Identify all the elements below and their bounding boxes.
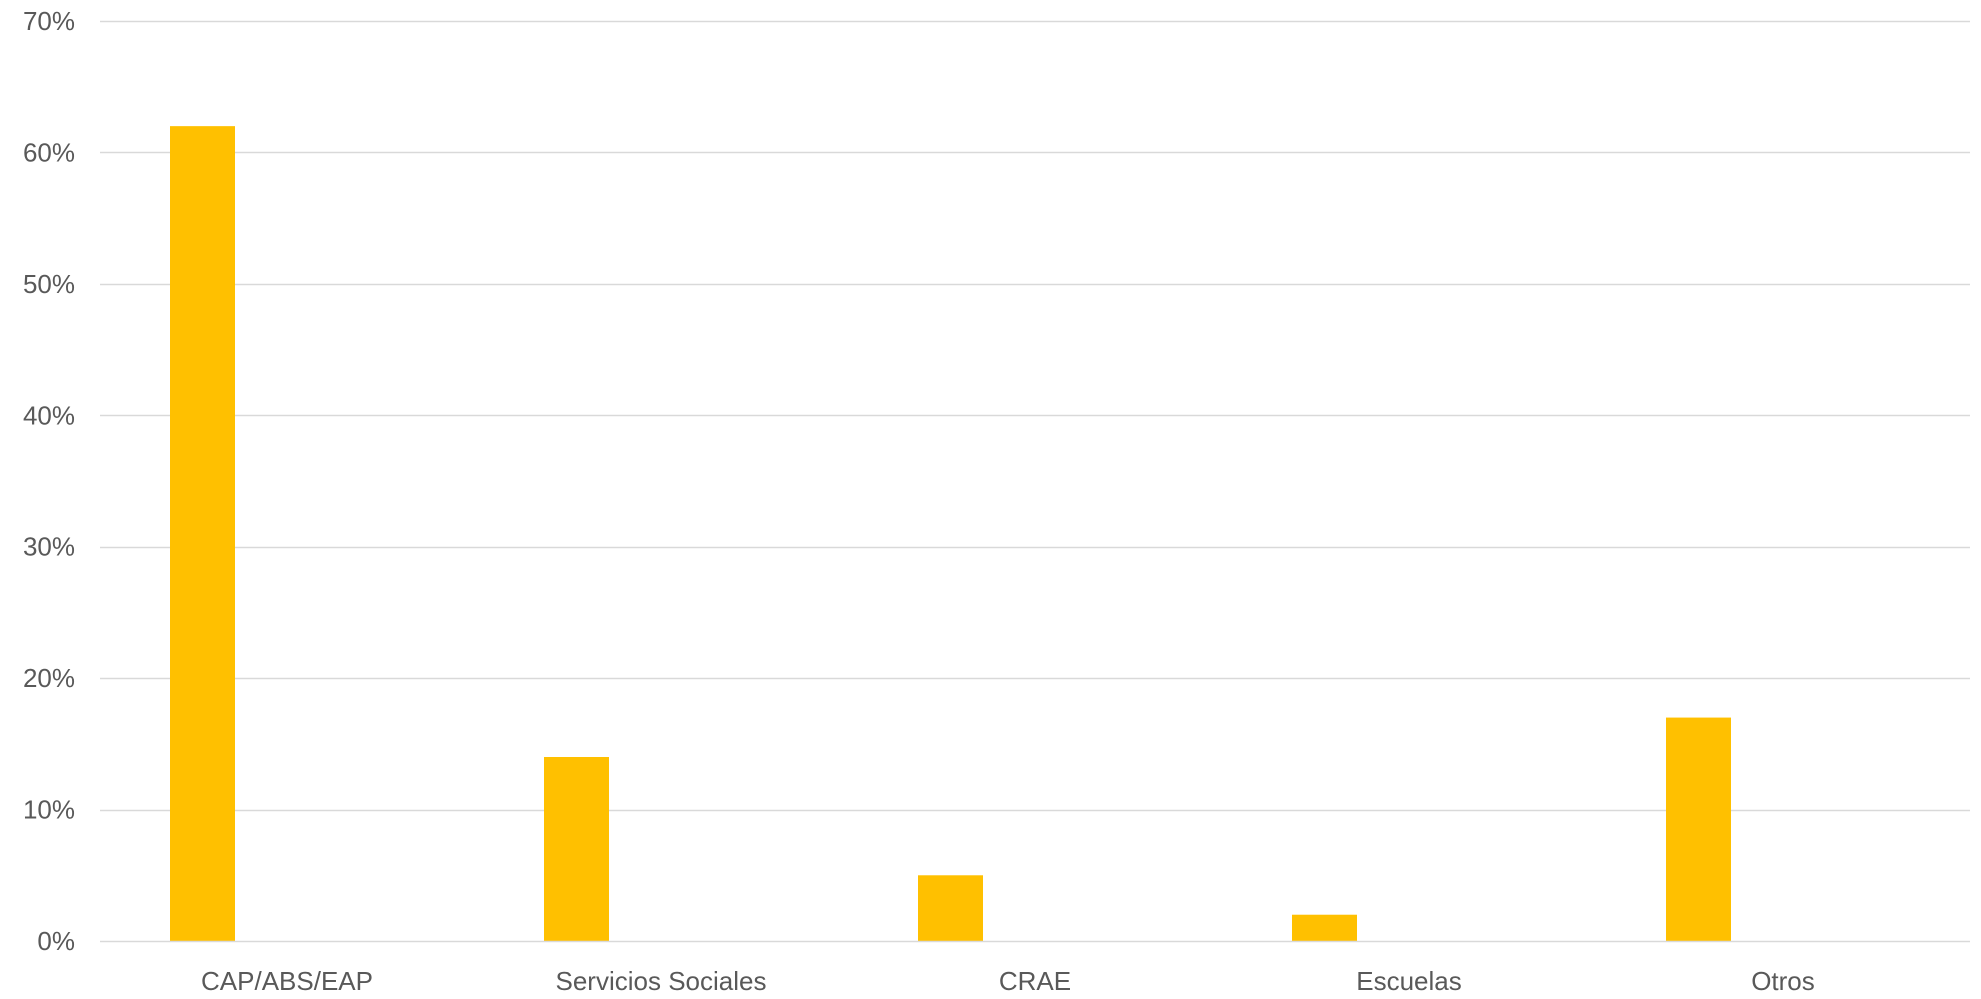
x-tick-label: Otros — [1751, 966, 1815, 996]
x-tick-label: Escuelas — [1356, 966, 1462, 996]
y-tick-label: 0% — [37, 926, 75, 956]
y-tick-label: 20% — [23, 663, 75, 693]
x-axis-tick-labels: CAP/ABS/EAP Servicios Sociales CRAE Escuela… — [201, 966, 1815, 996]
y-tick-label: 30% — [23, 532, 75, 562]
y-axis-tick-labels: 0% 10% 20% 30% 40% 50% 60% 70% — [23, 6, 75, 956]
bar — [918, 875, 983, 941]
bars — [170, 126, 1731, 941]
y-tick-label: 70% — [23, 6, 75, 36]
bar — [1292, 914, 1357, 941]
y-tick-label: 60% — [23, 137, 75, 167]
gridlines — [100, 20, 1970, 812]
y-tick-label: 50% — [23, 269, 75, 299]
x-tick-label: Servicios Sociales — [556, 966, 767, 996]
bar — [544, 757, 609, 941]
bar — [170, 126, 235, 941]
y-tick-label: 10% — [23, 795, 75, 825]
bar — [1666, 717, 1731, 941]
y-tick-label: 40% — [23, 400, 75, 430]
x-tick-label: CRAE — [999, 966, 1071, 996]
x-tick-label: CAP/ABS/EAP — [201, 966, 373, 996]
